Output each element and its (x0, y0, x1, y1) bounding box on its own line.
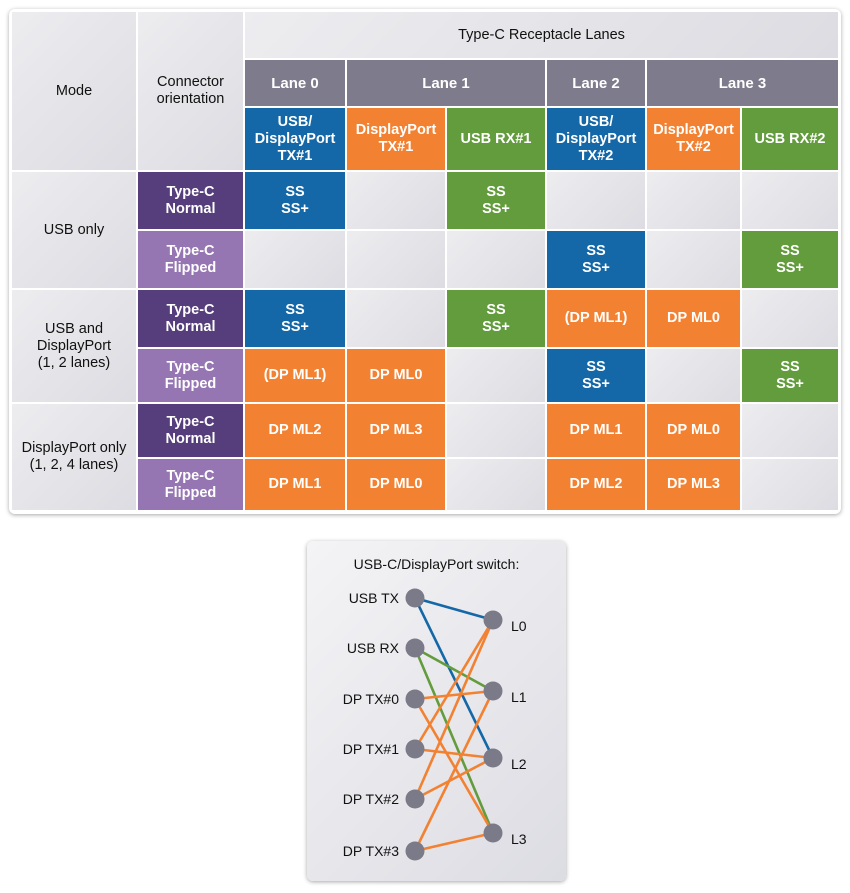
table-cell (447, 459, 545, 510)
switch-node (405, 739, 425, 759)
connection-line (413, 619, 495, 800)
table-cell: DP ML2 (245, 404, 345, 457)
output-label: L0 (511, 618, 527, 634)
table-cell: DP ML3 (347, 404, 445, 457)
table-cell: DP ML3 (647, 459, 740, 510)
table-cell: DP ML0 (347, 349, 445, 402)
input-label: DP TX#2 (342, 791, 399, 807)
table-cell: SS SS+ (547, 349, 645, 402)
connection-line (414, 831, 494, 853)
input-label: DP TX#1 (342, 741, 399, 757)
table-cell (742, 290, 838, 347)
mode-label: USB only (12, 172, 136, 288)
input-label: DP TX#0 (342, 691, 399, 707)
orientation-normal: Type-C Normal (138, 404, 243, 457)
table-cell (447, 231, 545, 288)
orientation-flipped: Type-C Flipped (138, 459, 243, 510)
switch-node (405, 789, 425, 809)
mode-header: Mode (12, 12, 136, 170)
signal-header: USB/ DisplayPort TX#2 (547, 108, 645, 170)
switch-title: USB-C/DisplayPort switch: (353, 556, 520, 572)
output-label: L1 (511, 689, 527, 705)
switch-node (483, 823, 503, 843)
connection-line (414, 646, 494, 693)
output-label: L3 (511, 831, 527, 847)
signal-header: DisplayPort TX#1 (347, 108, 445, 170)
switch-node (483, 681, 503, 701)
table-cell: SS SS+ (447, 172, 545, 229)
mode-label: DisplayPort only (1, 2, 4 lanes) (12, 404, 136, 510)
connection-line (413, 647, 495, 834)
lane-mapping-table-panel: Mode Connector orientation Type-C Recept… (9, 9, 841, 514)
table-cell: (DP ML1) (547, 290, 645, 347)
orientation-normal: Type-C Normal (138, 172, 243, 229)
table-cell: SS SS+ (245, 290, 345, 347)
signal-header: DisplayPort TX#2 (647, 108, 740, 170)
orientation-flipped: Type-C Flipped (138, 349, 243, 402)
table-cell: SS SS+ (742, 349, 838, 402)
switch-diagram: USB-C/DisplayPort switch: USB TX USB RX DP… (307, 541, 566, 881)
table-cell: DP ML0 (647, 404, 740, 457)
lane-header-3: Lane 3 (647, 60, 838, 106)
signal-header: USB RX#1 (447, 108, 545, 170)
connection-line (413, 698, 495, 834)
output-label: L2 (511, 756, 527, 772)
table-cell: DP ML0 (347, 459, 445, 510)
switch-node (483, 748, 503, 768)
switch-node (405, 841, 425, 861)
input-label: DP TX#3 (342, 843, 399, 859)
table-cell (447, 404, 545, 457)
connection-line (414, 689, 494, 701)
table-cell: DP ML2 (547, 459, 645, 510)
switch-node (483, 610, 503, 630)
connection-line (413, 597, 495, 759)
switch-connections (405, 588, 503, 861)
table-cell (347, 172, 445, 229)
switch-node (405, 588, 425, 608)
signal-header: USB/ DisplayPort TX#1 (245, 108, 345, 170)
table-cell (347, 290, 445, 347)
table-cell (547, 172, 645, 229)
table-cell: DP ML1 (245, 459, 345, 510)
mode-label: USB and DisplayPort (1, 2 lanes) (12, 290, 136, 402)
table-cell (245, 231, 345, 288)
lanes-title: Type-C Receptacle Lanes (245, 12, 838, 58)
table-cell (742, 404, 838, 457)
table-cell (347, 231, 445, 288)
table-cell (647, 231, 740, 288)
connection-line (414, 596, 494, 622)
table-cell: (DP ML1) (245, 349, 345, 402)
lane-header-0: Lane 0 (245, 60, 345, 106)
connection-line (414, 747, 494, 760)
table-cell (742, 459, 838, 510)
table-cell: SS SS+ (245, 172, 345, 229)
signal-header: USB RX#2 (742, 108, 838, 170)
orientation-header: Connector orientation (138, 12, 243, 170)
table-cell: SS SS+ (447, 290, 545, 347)
lane-header-2: Lane 2 (547, 60, 645, 106)
table-cell (647, 172, 740, 229)
orientation-flipped: Type-C Flipped (138, 231, 243, 288)
switch-node (405, 689, 425, 709)
table-cell (742, 172, 838, 229)
table-cell: DP ML0 (647, 290, 740, 347)
table-cell: SS SS+ (547, 231, 645, 288)
connection-line (413, 619, 495, 750)
switch-node (405, 638, 425, 658)
lane-mapping-table: Mode Connector orientation Type-C Recept… (12, 12, 838, 510)
input-label: USB TX (348, 590, 399, 606)
connection-line (413, 690, 495, 852)
input-label: USB RX (346, 640, 399, 656)
lane-header-1: Lane 1 (347, 60, 545, 106)
table-cell (647, 349, 740, 402)
table-cell: DP ML1 (547, 404, 645, 457)
table-cell (447, 349, 545, 402)
table-cell: SS SS+ (742, 231, 838, 288)
orientation-normal: Type-C Normal (138, 290, 243, 347)
connection-line (414, 756, 494, 801)
